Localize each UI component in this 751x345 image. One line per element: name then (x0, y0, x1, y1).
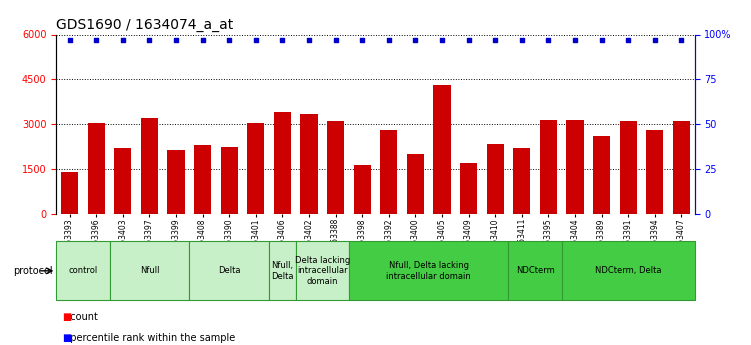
Bar (194, 145, 211, 214)
Bar (620, 121, 637, 214)
Point (223, 37, 235, 43)
Bar (673, 121, 690, 214)
Point (463, 37, 475, 43)
Text: count: count (64, 313, 98, 322)
Bar (593, 136, 611, 214)
Bar (354, 165, 371, 214)
Bar (380, 130, 397, 214)
Text: Delta lacking
intracellular
domain: Delta lacking intracellular domain (294, 256, 350, 286)
Point (383, 37, 395, 43)
Point (516, 37, 528, 43)
Point (143, 37, 155, 43)
Point (276, 37, 288, 43)
Text: ■: ■ (62, 333, 71, 343)
Bar (407, 154, 424, 214)
Bar (460, 163, 477, 214)
Bar (562, 241, 695, 300)
Point (170, 37, 182, 43)
Point (542, 37, 554, 43)
Point (197, 37, 209, 43)
Point (569, 37, 581, 43)
Bar (274, 112, 291, 214)
Point (489, 37, 501, 43)
Text: Delta: Delta (218, 266, 240, 275)
Bar (114, 148, 131, 214)
Bar (349, 241, 508, 300)
Point (622, 37, 634, 43)
Text: Nfull, Delta lacking
intracellular domain: Nfull, Delta lacking intracellular domai… (386, 261, 471, 280)
Bar (167, 150, 185, 214)
Bar (140, 118, 158, 214)
Bar (88, 123, 105, 214)
Point (303, 37, 315, 43)
Point (675, 37, 687, 43)
Text: control: control (68, 266, 98, 275)
Text: ■: ■ (62, 313, 71, 322)
Text: NDCterm, Delta: NDCterm, Delta (595, 266, 662, 275)
Point (117, 37, 129, 43)
Bar (300, 114, 318, 214)
Bar (513, 148, 530, 214)
Point (356, 37, 368, 43)
Bar (221, 147, 238, 214)
Point (64, 37, 76, 43)
Text: Nfull,
Delta: Nfull, Delta (271, 261, 294, 280)
Bar (646, 130, 663, 214)
Bar (433, 85, 451, 214)
Point (330, 37, 342, 43)
Point (409, 37, 421, 43)
Text: NDCterm: NDCterm (516, 266, 554, 275)
Bar (61, 172, 78, 214)
Bar (269, 241, 296, 300)
Point (250, 37, 262, 43)
Text: Nfull: Nfull (140, 266, 159, 275)
Point (90, 37, 102, 43)
Bar (296, 241, 349, 300)
Point (596, 37, 608, 43)
Point (649, 37, 661, 43)
Text: GDS1690 / 1634074_a_at: GDS1690 / 1634074_a_at (56, 18, 234, 32)
Text: percentile rank within the sample: percentile rank within the sample (64, 333, 235, 343)
Bar (110, 241, 189, 300)
Bar (189, 241, 269, 300)
Bar (566, 120, 584, 214)
Point (436, 37, 448, 43)
Bar (327, 121, 344, 214)
Bar (247, 123, 264, 214)
Text: protocol: protocol (13, 266, 53, 276)
Bar (508, 241, 562, 300)
Bar (540, 120, 557, 214)
Bar (487, 144, 504, 214)
Bar (56, 241, 110, 300)
